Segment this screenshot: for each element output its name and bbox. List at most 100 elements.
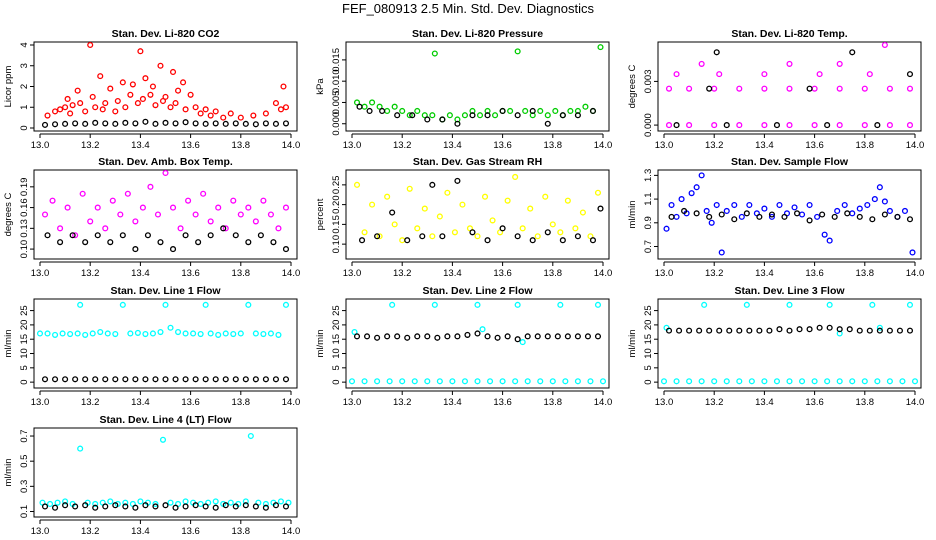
x-tick-label: 13.8 xyxy=(232,397,251,408)
y-tick-label: 0.005 xyxy=(331,91,342,115)
data-series-2 xyxy=(44,225,290,253)
data-point xyxy=(429,233,436,240)
x-tick-label: 13.0 xyxy=(343,140,362,151)
data-point xyxy=(230,197,237,204)
data-point xyxy=(512,378,519,385)
data-point xyxy=(663,225,670,232)
data-point xyxy=(232,376,239,383)
data-point xyxy=(172,376,179,383)
data-point xyxy=(731,201,738,209)
data-point xyxy=(446,112,453,119)
data-point xyxy=(574,112,581,119)
x-tick-label: 13.8 xyxy=(544,140,563,151)
chart-panel-sampleflow: Stan. Dev. Sample Flow ml/min 13.0 13.2 13.4… xyxy=(627,156,924,279)
data-point xyxy=(564,333,571,340)
data-point xyxy=(282,204,290,211)
data-point xyxy=(147,91,154,98)
data-point xyxy=(139,95,146,102)
data-point xyxy=(182,119,189,126)
x-tick-label: 13.0 xyxy=(31,140,50,151)
data-series-2 xyxy=(668,207,914,224)
data-point xyxy=(262,110,269,117)
data-point xyxy=(824,378,831,385)
data-point xyxy=(673,122,680,129)
data-point xyxy=(272,376,279,383)
chart-panel-line1: Stan. Dev. Line 1 Flow ml/min 13.0 13.2 13.4… xyxy=(3,285,300,408)
data-point xyxy=(109,197,116,204)
data-point xyxy=(237,114,244,121)
data-point xyxy=(250,112,257,119)
data-series-1 xyxy=(348,301,607,385)
data-point xyxy=(786,122,793,129)
x-tick-label: 13.8 xyxy=(856,268,875,279)
x-tick-label: 13.0 xyxy=(31,397,50,408)
data-series-1 xyxy=(660,301,919,385)
data-point xyxy=(421,205,428,212)
data-point xyxy=(594,333,602,340)
data-point xyxy=(252,121,259,128)
data-point xyxy=(761,122,768,129)
y-tick-label: 0.3 xyxy=(19,480,30,493)
data-point xyxy=(124,190,131,197)
data-point xyxy=(102,376,109,383)
data-point xyxy=(796,326,803,333)
data-point xyxy=(746,327,753,334)
data-point xyxy=(112,502,119,509)
data-point xyxy=(454,177,461,184)
data-point xyxy=(36,330,44,337)
data-point xyxy=(167,499,174,506)
y-tick-label: 25 xyxy=(19,305,30,316)
data-point xyxy=(791,204,798,211)
y-tick-label: 0.15 xyxy=(331,215,342,234)
data-point xyxy=(79,190,86,197)
y-tick-label: 0.7 xyxy=(19,429,30,442)
data-point xyxy=(376,103,383,110)
data-point xyxy=(399,107,406,115)
data-point xyxy=(175,329,182,336)
data-point xyxy=(404,237,411,244)
x-tick-label: 13.6 xyxy=(805,397,824,408)
data-point xyxy=(469,229,476,236)
data-point xyxy=(723,207,730,214)
y-axis-label: Licor ppm xyxy=(3,66,14,108)
data-point xyxy=(257,232,264,239)
data-point xyxy=(192,120,199,127)
data-point xyxy=(559,237,566,244)
y-tick-label: 20 xyxy=(331,320,342,331)
data-point xyxy=(514,336,521,343)
y-tick-label: 0 xyxy=(643,379,654,384)
data-point xyxy=(849,378,856,385)
data-point xyxy=(162,93,169,100)
data-point xyxy=(52,331,59,338)
y-axis-label: ml/min xyxy=(627,330,638,358)
data-point xyxy=(826,301,833,308)
data-point xyxy=(436,378,443,385)
data-point xyxy=(836,85,843,92)
y-tick-label: 5 xyxy=(331,365,342,370)
x-tick-label: 13.0 xyxy=(343,268,362,279)
data-point xyxy=(282,246,290,253)
data-point xyxy=(77,301,84,308)
data-point xyxy=(154,211,162,218)
data-point xyxy=(798,211,806,218)
plot-frame xyxy=(345,298,610,389)
data-point xyxy=(856,205,863,212)
data-point xyxy=(57,225,64,232)
x-tick-label: 14.0 xyxy=(282,526,301,537)
x-tick-label: 13.4 xyxy=(443,268,462,279)
x-tick-label: 14.0 xyxy=(906,397,925,408)
data-point xyxy=(134,329,141,336)
data-point xyxy=(280,83,287,90)
data-point xyxy=(207,112,214,119)
data-point xyxy=(237,330,244,337)
data-point xyxy=(282,120,290,127)
data-point xyxy=(202,106,209,113)
y-tick-label: 20 xyxy=(19,320,30,331)
data-point xyxy=(743,210,750,217)
data-point xyxy=(594,189,602,196)
data-point xyxy=(906,301,914,308)
data-point xyxy=(162,376,169,383)
x-tick-label: 13.4 xyxy=(443,140,462,151)
y-tick-label: 0.16 xyxy=(19,198,30,217)
